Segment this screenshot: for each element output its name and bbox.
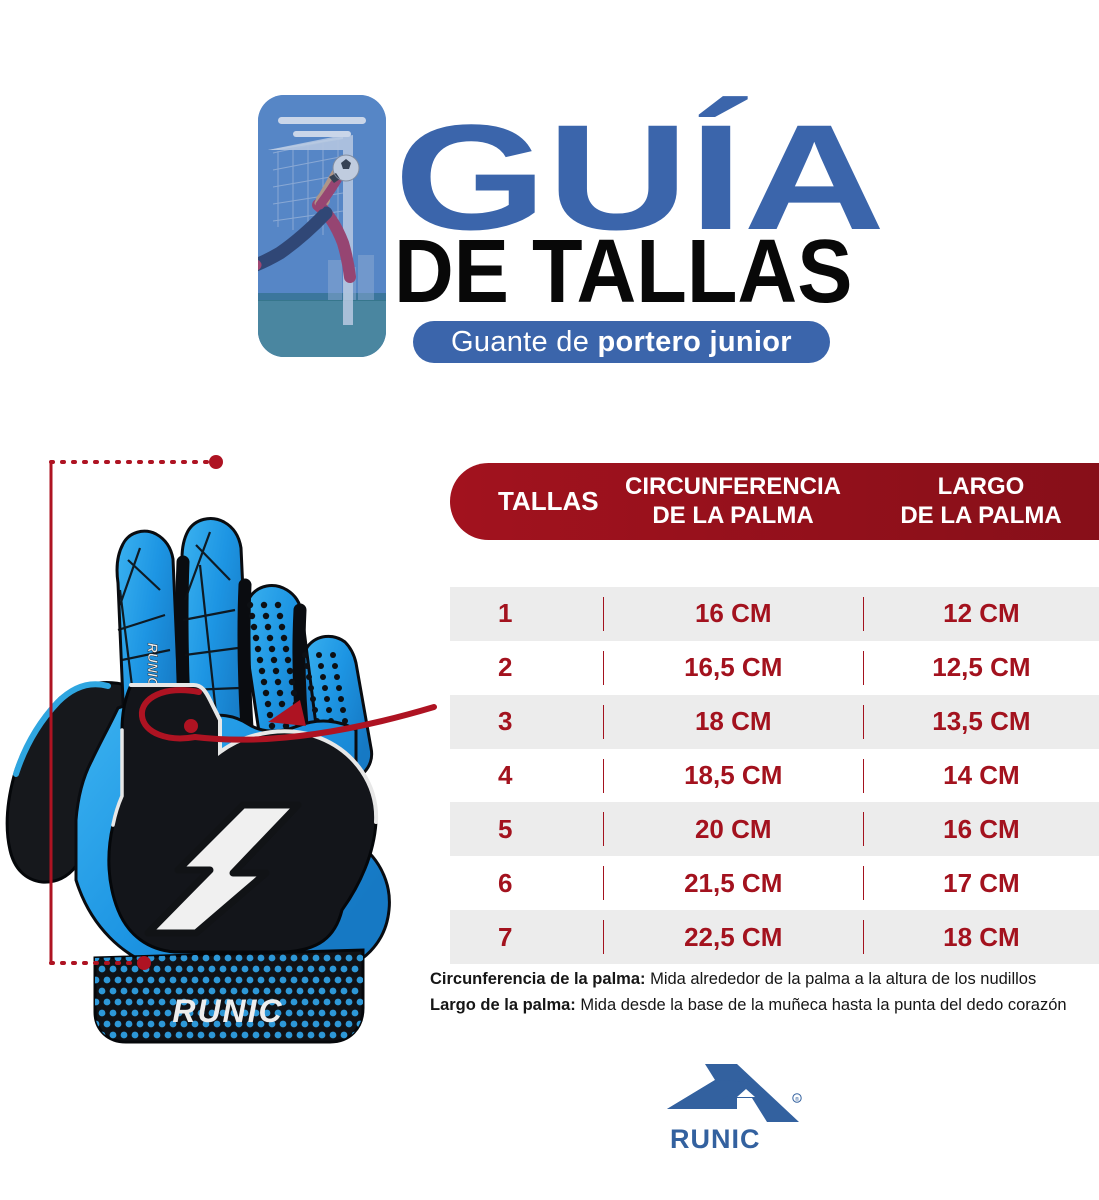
svg-text:®: ® <box>795 1096 799 1103</box>
svg-text:RUNIC: RUNIC <box>670 1124 761 1154</box>
